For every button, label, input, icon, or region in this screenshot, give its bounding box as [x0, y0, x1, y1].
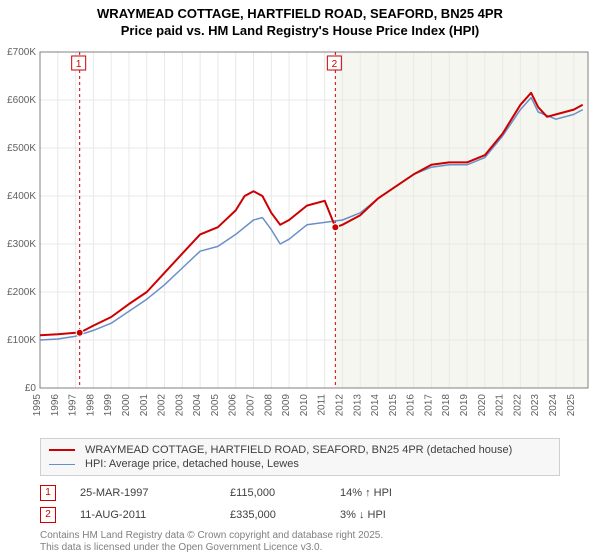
svg-text:2010: 2010 [299, 394, 310, 417]
svg-text:2: 2 [332, 59, 338, 70]
title-line-2: Price paid vs. HM Land Registry's House … [10, 23, 590, 40]
marker-badge-1: 1 [40, 485, 56, 501]
svg-text:£400K: £400K [7, 191, 36, 202]
svg-text:1999: 1999 [103, 394, 114, 417]
chart-container: WRAYMEAD COTTAGE, HARTFIELD ROAD, SEAFOR… [0, 0, 600, 560]
legend-box: WRAYMEAD COTTAGE, HARTFIELD ROAD, SEAFOR… [40, 438, 560, 476]
footnote: Contains HM Land Registry data © Crown c… [40, 530, 383, 554]
legend-row-hpi: HPI: Average price, detached house, Lewe… [49, 457, 551, 471]
svg-text:1997: 1997 [68, 394, 79, 417]
svg-text:2013: 2013 [352, 394, 363, 417]
marker-change-1: 14% ↑ HPI [340, 487, 392, 499]
svg-text:2014: 2014 [370, 394, 381, 417]
marker-row-1: 1 25-MAR-1997 £115,000 14% ↑ HPI [40, 482, 560, 504]
svg-text:2005: 2005 [210, 394, 221, 417]
svg-text:£300K: £300K [7, 239, 36, 250]
svg-text:2018: 2018 [441, 394, 452, 417]
marker-change-2: 3% ↓ HPI [340, 509, 386, 521]
marker-rows: 1 25-MAR-1997 £115,000 14% ↑ HPI 2 11-AU… [40, 482, 560, 526]
svg-text:2001: 2001 [139, 394, 150, 417]
svg-text:2009: 2009 [281, 394, 292, 417]
svg-text:2019: 2019 [459, 394, 470, 417]
svg-text:2025: 2025 [566, 394, 577, 417]
chart-area: £0 £100K £200K £300K £400K £500K £600K £700K 199… [6, 48, 594, 428]
svg-text:2003: 2003 [174, 394, 185, 417]
svg-text:£0: £0 [25, 383, 37, 394]
marker-row-2: 2 11-AUG-2011 £335,000 3% ↓ HPI [40, 504, 560, 526]
svg-text:1: 1 [76, 59, 82, 70]
footnote-line-1: Contains HM Land Registry data © Crown c… [40, 530, 383, 542]
legend-swatch-price [49, 449, 75, 451]
svg-text:2020: 2020 [477, 394, 488, 417]
svg-text:2015: 2015 [388, 394, 399, 417]
svg-text:2011: 2011 [317, 394, 328, 416]
svg-text:2000: 2000 [121, 394, 132, 417]
title-line-1: WRAYMEAD COTTAGE, HARTFIELD ROAD, SEAFOR… [10, 6, 590, 23]
svg-text:£500K: £500K [7, 143, 36, 154]
marker-date-1: 25-MAR-1997 [80, 487, 230, 499]
svg-text:2006: 2006 [228, 394, 239, 417]
svg-text:2012: 2012 [334, 394, 345, 417]
svg-text:2024: 2024 [548, 394, 559, 417]
marker-date-2: 11-AUG-2011 [80, 509, 230, 521]
marker-badge-2: 2 [40, 507, 56, 523]
svg-text:£600K: £600K [7, 95, 36, 106]
svg-text:£200K: £200K [7, 287, 36, 298]
legend-swatch-hpi [49, 464, 75, 465]
legend-row-price: WRAYMEAD COTTAGE, HARTFIELD ROAD, SEAFOR… [49, 443, 551, 457]
legend-label-hpi: HPI: Average price, detached house, Lewe… [85, 458, 299, 470]
svg-text:2021: 2021 [495, 394, 506, 417]
marker-price-2: £335,000 [230, 509, 340, 521]
svg-text:£100K: £100K [7, 335, 36, 346]
chart-svg: £0 £100K £200K £300K £400K £500K £600K £700K 199… [6, 48, 594, 428]
legend-label-price: WRAYMEAD COTTAGE, HARTFIELD ROAD, SEAFOR… [85, 444, 512, 456]
svg-text:2016: 2016 [406, 394, 417, 417]
footnote-line-2: This data is licensed under the Open Gov… [40, 542, 383, 554]
svg-text:1996: 1996 [50, 394, 61, 417]
marker-price-1: £115,000 [230, 487, 340, 499]
svg-text:2022: 2022 [512, 394, 523, 417]
svg-text:1995: 1995 [32, 394, 43, 417]
svg-text:£700K: £700K [7, 48, 36, 58]
svg-text:2002: 2002 [157, 394, 168, 417]
svg-text:2017: 2017 [423, 394, 434, 417]
svg-text:2008: 2008 [263, 394, 274, 417]
svg-text:1998: 1998 [85, 394, 96, 417]
svg-text:2023: 2023 [530, 394, 541, 417]
title-block: WRAYMEAD COTTAGE, HARTFIELD ROAD, SEAFOR… [0, 0, 600, 42]
svg-text:2007: 2007 [246, 394, 257, 417]
svg-text:2004: 2004 [192, 394, 203, 417]
